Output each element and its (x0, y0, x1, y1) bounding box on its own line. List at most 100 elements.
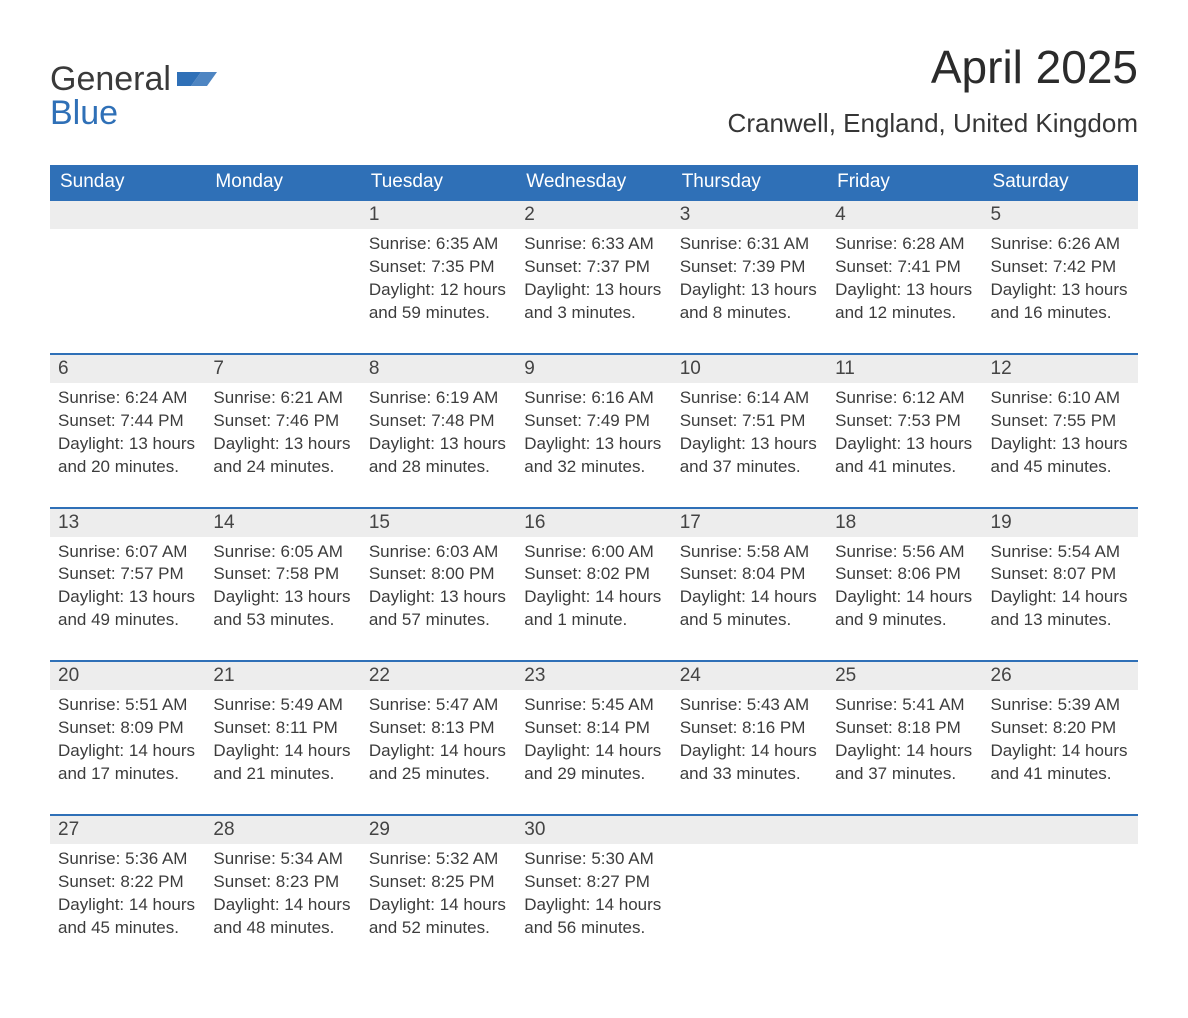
day-detail-line: Sunrise: 5:43 AM (680, 694, 819, 717)
day-detail-line: Sunrise: 6:10 AM (991, 387, 1130, 410)
day-detail (205, 229, 360, 354)
detail-row: Sunrise: 5:51 AMSunset: 8:09 PMDaylight:… (50, 690, 1138, 815)
day-detail-line: Sunrise: 5:56 AM (835, 541, 974, 564)
day-detail: Sunrise: 5:51 AMSunset: 8:09 PMDaylight:… (50, 690, 205, 815)
day-detail-line: Daylight: 14 hours and 9 minutes. (835, 586, 974, 632)
day-detail: Sunrise: 6:05 AMSunset: 7:58 PMDaylight:… (205, 537, 360, 662)
day-detail-line: Daylight: 14 hours and 25 minutes. (369, 740, 508, 786)
day-detail-line: Sunrise: 6:00 AM (524, 541, 663, 564)
day-detail-line: Daylight: 14 hours and 21 minutes. (213, 740, 352, 786)
day-detail-line: Sunrise: 6:16 AM (524, 387, 663, 410)
day-detail: Sunrise: 6:12 AMSunset: 7:53 PMDaylight:… (827, 383, 982, 508)
day-number: 12 (983, 354, 1138, 383)
day-detail-line: Daylight: 14 hours and 13 minutes. (991, 586, 1130, 632)
day-detail-line: Sunset: 7:58 PM (213, 563, 352, 586)
day-number: 27 (50, 815, 205, 844)
day-detail-line: Sunrise: 6:33 AM (524, 233, 663, 256)
weekday-header: Sunday (50, 165, 205, 200)
day-detail (827, 844, 982, 968)
day-detail-line: Sunrise: 5:30 AM (524, 848, 663, 871)
day-detail: Sunrise: 6:00 AMSunset: 8:02 PMDaylight:… (516, 537, 671, 662)
day-detail-line: Daylight: 13 hours and 3 minutes. (524, 279, 663, 325)
day-number: 16 (516, 508, 671, 537)
day-number: 18 (827, 508, 982, 537)
weekday-header: Friday (827, 165, 982, 200)
day-detail-line: Sunrise: 5:58 AM (680, 541, 819, 564)
day-detail-line: Daylight: 13 hours and 53 minutes. (213, 586, 352, 632)
detail-row: Sunrise: 6:24 AMSunset: 7:44 PMDaylight:… (50, 383, 1138, 508)
header-block: General Blue April 2025 Cranwell, Englan… (50, 40, 1138, 139)
day-detail-line: Daylight: 14 hours and 45 minutes. (58, 894, 197, 940)
day-detail-line: Daylight: 12 hours and 59 minutes. (369, 279, 508, 325)
day-detail-line: Sunset: 7:42 PM (991, 256, 1130, 279)
day-detail-line: Sunset: 8:16 PM (680, 717, 819, 740)
day-detail-line: Sunrise: 6:35 AM (369, 233, 508, 256)
day-detail-line: Daylight: 14 hours and 48 minutes. (213, 894, 352, 940)
day-detail-line: Daylight: 13 hours and 45 minutes. (991, 433, 1130, 479)
day-detail: Sunrise: 5:34 AMSunset: 8:23 PMDaylight:… (205, 844, 360, 968)
day-detail-line: Daylight: 14 hours and 29 minutes. (524, 740, 663, 786)
day-detail-line: Sunrise: 6:14 AM (680, 387, 819, 410)
daynum-row: 6789101112 (50, 354, 1138, 383)
day-detail-line: Sunrise: 6:28 AM (835, 233, 974, 256)
day-detail: Sunrise: 6:03 AMSunset: 8:00 PMDaylight:… (361, 537, 516, 662)
day-detail-line: Sunset: 7:51 PM (680, 410, 819, 433)
day-number: 20 (50, 661, 205, 690)
logo-text-general: General (50, 62, 171, 96)
day-detail-line: Sunrise: 6:19 AM (369, 387, 508, 410)
day-detail-line: Sunset: 8:23 PM (213, 871, 352, 894)
day-detail: Sunrise: 5:39 AMSunset: 8:20 PMDaylight:… (983, 690, 1138, 815)
day-detail-line: Daylight: 13 hours and 37 minutes. (680, 433, 819, 479)
day-detail-line: Daylight: 14 hours and 33 minutes. (680, 740, 819, 786)
day-detail-line: Sunset: 8:07 PM (991, 563, 1130, 586)
day-detail: Sunrise: 6:26 AMSunset: 7:42 PMDaylight:… (983, 229, 1138, 354)
day-detail-line: Sunset: 8:27 PM (524, 871, 663, 894)
day-detail-line: Sunset: 8:02 PM (524, 563, 663, 586)
day-number: 14 (205, 508, 360, 537)
detail-row: Sunrise: 5:36 AMSunset: 8:22 PMDaylight:… (50, 844, 1138, 968)
day-detail: Sunrise: 6:24 AMSunset: 7:44 PMDaylight:… (50, 383, 205, 508)
day-detail: Sunrise: 6:28 AMSunset: 7:41 PMDaylight:… (827, 229, 982, 354)
day-number: 1 (361, 200, 516, 229)
day-detail-line: Daylight: 14 hours and 56 minutes. (524, 894, 663, 940)
daynum-row: 27282930 (50, 815, 1138, 844)
day-detail-line: Sunrise: 5:36 AM (58, 848, 197, 871)
detail-row: Sunrise: 6:35 AMSunset: 7:35 PMDaylight:… (50, 229, 1138, 354)
day-detail: Sunrise: 6:33 AMSunset: 7:37 PMDaylight:… (516, 229, 671, 354)
day-detail-line: Sunrise: 5:39 AM (991, 694, 1130, 717)
day-detail-line: Sunrise: 6:26 AM (991, 233, 1130, 256)
day-number: 7 (205, 354, 360, 383)
day-detail-line: Sunset: 8:13 PM (369, 717, 508, 740)
day-detail-line: Daylight: 13 hours and 16 minutes. (991, 279, 1130, 325)
day-detail: Sunrise: 5:58 AMSunset: 8:04 PMDaylight:… (672, 537, 827, 662)
day-number: 4 (827, 200, 982, 229)
day-detail-line: Sunset: 8:18 PM (835, 717, 974, 740)
day-detail: Sunrise: 6:35 AMSunset: 7:35 PMDaylight:… (361, 229, 516, 354)
day-detail-line: Sunset: 7:35 PM (369, 256, 508, 279)
day-number: 19 (983, 508, 1138, 537)
day-detail-line: Daylight: 13 hours and 28 minutes. (369, 433, 508, 479)
day-detail-line: Daylight: 13 hours and 8 minutes. (680, 279, 819, 325)
day-number: 13 (50, 508, 205, 537)
day-number: 29 (361, 815, 516, 844)
day-detail-line: Sunset: 8:00 PM (369, 563, 508, 586)
day-detail-line: Sunrise: 5:54 AM (991, 541, 1130, 564)
detail-row: Sunrise: 6:07 AMSunset: 7:57 PMDaylight:… (50, 537, 1138, 662)
day-number (983, 815, 1138, 844)
day-number: 2 (516, 200, 671, 229)
day-detail (672, 844, 827, 968)
day-detail-line: Sunrise: 5:34 AM (213, 848, 352, 871)
day-detail: Sunrise: 6:19 AMSunset: 7:48 PMDaylight:… (361, 383, 516, 508)
day-detail: Sunrise: 5:43 AMSunset: 8:16 PMDaylight:… (672, 690, 827, 815)
day-number (50, 200, 205, 229)
day-number (205, 200, 360, 229)
day-detail: Sunrise: 5:36 AMSunset: 8:22 PMDaylight:… (50, 844, 205, 968)
day-detail (50, 229, 205, 354)
day-number: 11 (827, 354, 982, 383)
day-detail: Sunrise: 5:45 AMSunset: 8:14 PMDaylight:… (516, 690, 671, 815)
day-detail-line: Sunset: 7:48 PM (369, 410, 508, 433)
day-detail-line: Sunset: 7:44 PM (58, 410, 197, 433)
day-number: 15 (361, 508, 516, 537)
day-detail-line: Daylight: 13 hours and 49 minutes. (58, 586, 197, 632)
day-detail: Sunrise: 5:54 AMSunset: 8:07 PMDaylight:… (983, 537, 1138, 662)
